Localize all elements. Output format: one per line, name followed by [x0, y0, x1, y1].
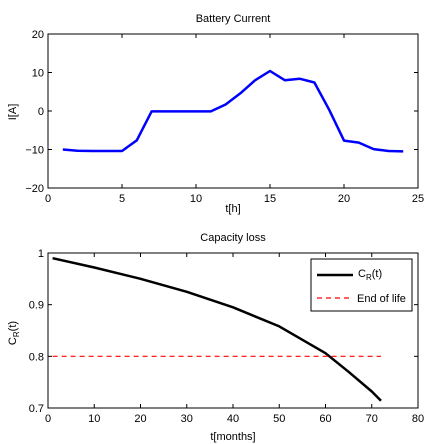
legend-label-tail: (t) [372, 268, 382, 280]
x-tick-label: 20 [134, 413, 146, 425]
x-tick-label: 30 [181, 413, 193, 425]
x-tick-label: 70 [366, 413, 378, 425]
x-tick-label: 20 [338, 193, 350, 205]
y-tick-label: 20 [32, 29, 44, 41]
x-tick-label: 60 [319, 413, 331, 425]
legend-label-main: C [358, 268, 366, 280]
x-axis-label: t[h] [225, 203, 240, 215]
x-tick-label: 0 [45, 413, 51, 425]
x-tick-label: 15 [264, 193, 276, 205]
x-tick-label: 40 [227, 413, 239, 425]
y-axis-label-tail: (t) [7, 321, 19, 331]
x-axis-label: t[months] [210, 431, 255, 443]
y-tick-label: 0.7 [29, 403, 44, 415]
x-tick-label: 10 [88, 413, 100, 425]
x-tick-label: 50 [273, 413, 285, 425]
y-tick-label: −20 [25, 183, 44, 195]
legend-label-end-of-life: End of life [357, 293, 406, 305]
y-axis-label: I[A] [7, 104, 19, 121]
x-tick-label: 0 [45, 193, 51, 205]
y-axis-label-main: C [7, 337, 19, 345]
y-tick-label: −10 [25, 145, 44, 157]
x-tick-label: 10 [190, 193, 202, 205]
chart-title: Capacity loss [200, 232, 266, 244]
y-tick-label: 1 [38, 248, 44, 260]
x-tick-label: 80 [412, 413, 424, 425]
legend: CR(t) End of life [311, 259, 412, 311]
x-tick-label: 25 [412, 193, 424, 205]
chart-title: Battery Current [196, 13, 271, 25]
y-tick-label: 10 [32, 68, 44, 80]
y-tick-label: 0.9 [29, 300, 44, 312]
y-tick-label: 0.8 [29, 351, 44, 363]
y-tick-label: 0 [38, 106, 44, 118]
x-tick-label: 5 [119, 193, 125, 205]
